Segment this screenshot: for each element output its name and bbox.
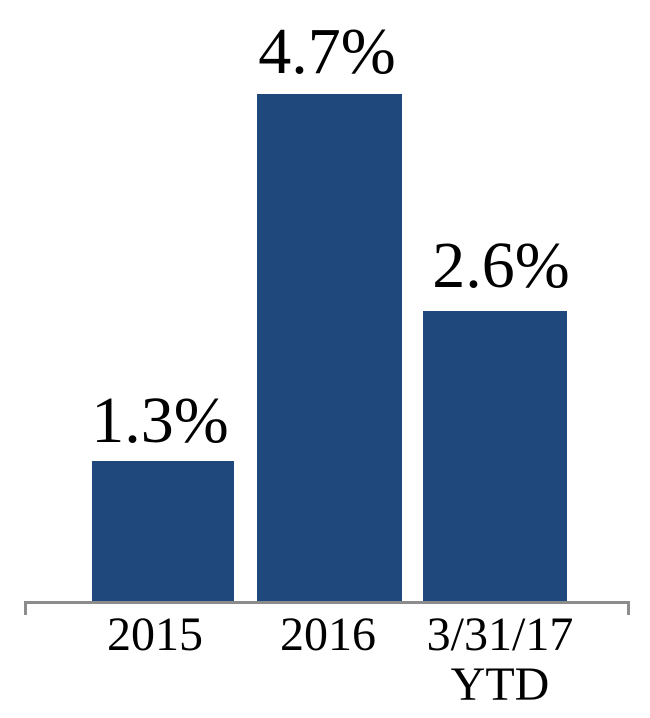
x-tick-2017-ytd: 3/31/17 YTD [350,610,650,710]
x-axis-right-end-tick [627,601,630,615]
x-tick-2015-text: 2015 [107,608,203,661]
x-tick-2015: 2015 [5,610,305,660]
data-label-2017-ytd: 2.6% [432,229,570,302]
x-tick-2017-ytd-line2: YTD [450,658,550,711]
data-label-2016: 4.7% [258,15,396,88]
x-axis-line [24,601,630,604]
bar-2015 [92,461,234,601]
x-tick-2017-ytd-line1: 3/31/17 [426,608,574,661]
x-axis-left-end-tick [24,601,27,615]
x-tick-2016-text: 2016 [280,608,376,661]
bar-2016 [257,94,402,601]
bar-2017-ytd [423,311,567,601]
data-label-2015: 1.3% [91,384,229,457]
x-tick-2016: 2016 [178,610,478,660]
